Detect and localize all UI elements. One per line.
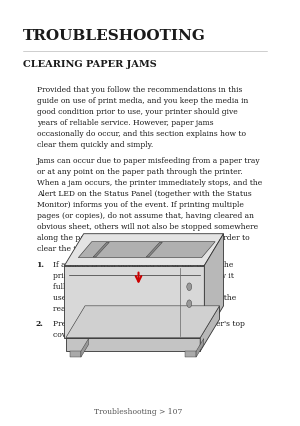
Circle shape	[187, 300, 192, 308]
Polygon shape	[204, 234, 224, 338]
Text: When a jam occurs, the printer immediately stops, and the: When a jam occurs, the printer immediate…	[37, 178, 262, 186]
Text: CLEARING PAPER JAMS: CLEARING PAPER JAMS	[23, 60, 157, 69]
Text: years of reliable service. However, paper jams: years of reliable service. However, pape…	[37, 119, 214, 127]
Text: Provided that you follow the recommendations in this: Provided that you follow the recommendat…	[37, 86, 242, 94]
Text: guide on use of print media, and you keep the media in: guide on use of print media, and you kee…	[37, 97, 248, 105]
Polygon shape	[185, 351, 196, 357]
Text: Jams can occur due to paper misfeeding from a paper tray: Jams can occur due to paper misfeeding f…	[37, 156, 261, 164]
Text: good condition prior to use, your printer should give: good condition prior to use, your printe…	[37, 108, 238, 116]
Text: obvious sheet, others will not also be stopped somewhere: obvious sheet, others will not also be s…	[37, 222, 258, 230]
Text: fully out. If it does not remove easily, do not: fully out. If it does not remove easily,…	[53, 282, 221, 291]
Text: Alert LED on the Status Panel (together with the Status: Alert LED on the Status Panel (together …	[37, 189, 252, 197]
Polygon shape	[93, 243, 109, 257]
Polygon shape	[66, 338, 200, 351]
Polygon shape	[70, 351, 81, 357]
Polygon shape	[66, 306, 219, 338]
Polygon shape	[146, 243, 162, 257]
Polygon shape	[64, 266, 204, 338]
Polygon shape	[81, 339, 88, 357]
Text: 1.: 1.	[36, 260, 44, 268]
Text: occasionally do occur, and this section explains how to: occasionally do occur, and this section …	[37, 130, 246, 138]
Polygon shape	[64, 234, 224, 266]
Text: Press the cover release and open the printer's top: Press the cover release and open the pri…	[53, 320, 245, 328]
Text: TROUBLESHOOTING: TROUBLESHOOTING	[23, 29, 206, 43]
Text: printer, simply grip it and pull gently to draw it: printer, simply grip it and pull gently …	[53, 271, 234, 279]
Text: 2.: 2.	[36, 320, 43, 328]
Text: Troubleshooting > 107: Troubleshooting > 107	[94, 407, 183, 415]
Text: rear later.: rear later.	[53, 305, 92, 312]
Text: pages (or copies), do not assume that, having cleared an: pages (or copies), do not assume that, h…	[37, 211, 254, 219]
Text: Monitor) informs you of the event. If printing multiple: Monitor) informs you of the event. If pr…	[37, 200, 244, 208]
Text: clear the jam fully and restore normal operation.: clear the jam fully and restore normal o…	[37, 245, 224, 252]
Text: use excessive force. It can be removed from the: use excessive force. It can be removed f…	[53, 294, 237, 301]
Polygon shape	[196, 339, 204, 357]
Text: or at any point on the paper path through the printer.: or at any point on the paper path throug…	[37, 167, 243, 175]
Polygon shape	[78, 242, 215, 258]
Text: cover fully.: cover fully.	[53, 331, 95, 339]
Text: along the path. These must also be removed in order to: along the path. These must also be remov…	[37, 233, 250, 241]
Text: clear them quickly and simply.: clear them quickly and simply.	[37, 141, 153, 149]
Text: If a sheet is well advanced out of the top of the: If a sheet is well advanced out of the t…	[53, 260, 234, 268]
Circle shape	[187, 283, 192, 291]
Polygon shape	[200, 306, 219, 351]
